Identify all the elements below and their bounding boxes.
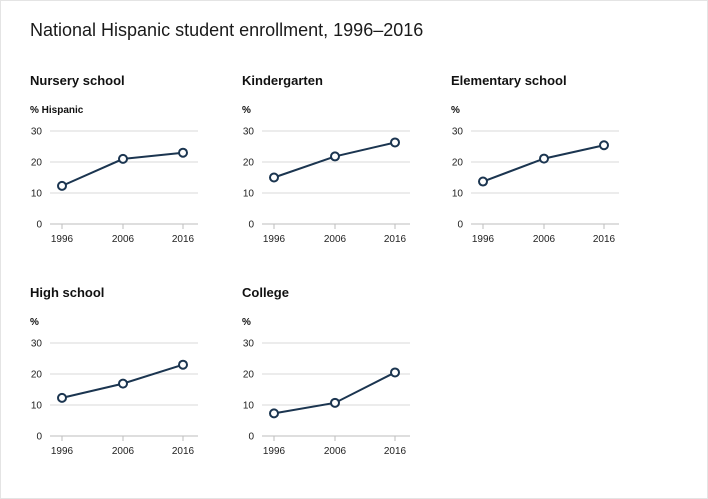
panel-title: College xyxy=(242,285,289,300)
y-tick-label: 30 xyxy=(31,339,43,350)
data-point xyxy=(478,176,488,187)
y-tick-label: 20 xyxy=(31,370,43,381)
y-axis-unit-label: % xyxy=(242,317,251,328)
line-chart-nursery-school: % Hispanic 0 10 20 30 1996 2006 2016 xyxy=(30,105,198,245)
x-tick-label: 2016 xyxy=(172,234,195,245)
y-axis-unit-label: % xyxy=(451,105,460,116)
line-chart-college: % 0 10 20 30 1996 2006 2016 xyxy=(242,317,410,457)
y-tick-label: 20 xyxy=(31,158,43,169)
data-point xyxy=(118,153,128,164)
y-tick-label: 0 xyxy=(457,220,463,231)
panel-elementary-school: Elementary school % 0 10 20 30 1996 2006 2016 xyxy=(451,73,651,263)
panel-title: Kindergarten xyxy=(242,73,323,88)
y-axis-unit-label: % xyxy=(30,317,39,328)
line-chart-kindergarten: % 0 10 20 30 1996 2006 2016 xyxy=(242,105,410,245)
data-point xyxy=(178,359,188,370)
x-tick-label: 2016 xyxy=(384,234,407,245)
x-tick-label: 2006 xyxy=(112,446,135,457)
x-tick-label: 1996 xyxy=(472,234,495,245)
y-tick-label: 30 xyxy=(452,127,464,138)
y-tick-label: 10 xyxy=(243,189,255,200)
x-tick-label: 2016 xyxy=(593,234,616,245)
y-tick-label: 20 xyxy=(243,158,255,169)
line-chart-high-school: % 0 10 20 30 1996 2006 2016 xyxy=(30,317,198,457)
y-tick-label: 10 xyxy=(31,401,43,412)
x-tick-label: 2006 xyxy=(324,446,347,457)
panel-title: Nursery school xyxy=(30,73,125,88)
data-point xyxy=(390,367,400,378)
y-axis-unit-label: % Hispanic xyxy=(30,105,84,116)
panel-kindergarten: Kindergarten % 0 10 20 30 1996 2006 2016 xyxy=(242,73,442,263)
x-tick-label: 1996 xyxy=(51,446,74,457)
y-tick-label: 0 xyxy=(248,432,254,443)
x-tick-label: 1996 xyxy=(263,446,286,457)
data-point xyxy=(330,151,340,162)
data-point xyxy=(269,172,279,183)
x-tick-label: 2006 xyxy=(533,234,556,245)
y-tick-label: 10 xyxy=(452,189,464,200)
y-tick-label: 20 xyxy=(452,158,464,169)
x-tick-label: 1996 xyxy=(51,234,74,245)
data-point xyxy=(599,140,609,151)
y-tick-label: 0 xyxy=(248,220,254,231)
y-tick-label: 30 xyxy=(243,339,255,350)
line-chart-elementary-school: % 0 10 20 30 1996 2006 2016 xyxy=(451,105,619,245)
data-point xyxy=(118,378,128,389)
data-point xyxy=(57,392,67,403)
x-tick-label: 2006 xyxy=(112,234,135,245)
y-tick-label: 0 xyxy=(36,432,42,443)
panel-nursery-school: Nursery school % Hispanic 0 10 20 30 1996 2006… xyxy=(30,73,230,263)
x-tick-label: 2016 xyxy=(172,446,195,457)
y-axis-unit-label: % xyxy=(242,105,251,116)
y-tick-label: 20 xyxy=(243,370,255,381)
data-point xyxy=(330,397,340,408)
data-point xyxy=(390,137,400,148)
y-tick-label: 0 xyxy=(36,220,42,231)
y-tick-label: 10 xyxy=(31,189,43,200)
panel-high-school: High school % 0 10 20 30 1996 2006 2016 xyxy=(30,285,230,475)
data-point xyxy=(539,153,549,164)
y-tick-label: 30 xyxy=(31,127,43,138)
data-point xyxy=(269,408,279,419)
panel-title: Elementary school xyxy=(451,73,567,88)
x-tick-label: 1996 xyxy=(263,234,286,245)
y-tick-label: 10 xyxy=(243,401,255,412)
panel-title: High school xyxy=(30,285,105,300)
data-point xyxy=(178,147,188,158)
x-tick-label: 2006 xyxy=(324,234,347,245)
y-tick-label: 30 xyxy=(243,127,255,138)
panel-college: College % 0 10 20 30 1996 2006 2016 xyxy=(242,285,442,475)
x-tick-label: 2016 xyxy=(384,446,407,457)
data-point xyxy=(57,180,67,191)
page-title: National Hispanic student enrollment, 19… xyxy=(30,20,424,40)
